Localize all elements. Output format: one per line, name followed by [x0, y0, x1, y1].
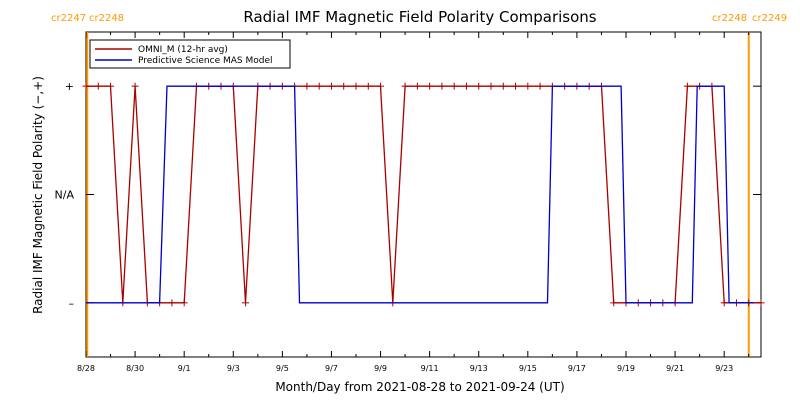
- x-tick-label-13: 9/23: [715, 364, 733, 373]
- series-0-point-26: [401, 82, 409, 90]
- series-0-point-19: [315, 82, 323, 90]
- series-0-point-1: [94, 82, 102, 90]
- carrington-label-right-2: cr2249: [752, 13, 787, 24]
- y-tick-label-1: N/A: [55, 189, 75, 202]
- series-0-point-20: [327, 82, 335, 90]
- series-0-point-24: [377, 82, 385, 90]
- x-tick-label-10: 9/17: [568, 364, 586, 373]
- legend-box: [89, 39, 291, 69]
- series-0-point-7: [168, 299, 176, 307]
- series-0-point-31: [462, 82, 470, 90]
- series-0-point-43: [610, 299, 618, 307]
- chart-title: Radial IMF Magnetic Field Polarity Compa…: [243, 8, 596, 26]
- x-tick-label-7: 9/11: [421, 364, 439, 373]
- x-tick-label-6: 9/9: [374, 364, 387, 373]
- series-line-1: [86, 85, 754, 304]
- series-0-point-4: [131, 82, 139, 90]
- series-0-point-8: [180, 299, 188, 307]
- series-0-point-21: [340, 82, 348, 90]
- plot-frame: [85, 31, 762, 358]
- series-0-point-37: [536, 82, 544, 90]
- x-axis-label: Month/Day from 2021-08-28 to 2021-09-24 …: [275, 380, 564, 394]
- series-0-point-33: [487, 82, 495, 90]
- series-0-point-23: [364, 82, 372, 90]
- series-0-point-35: [512, 82, 520, 90]
- series-0-point-18: [303, 82, 311, 90]
- x-tick-label-2: 9/1: [178, 364, 191, 373]
- x-tick-label-0: 8/28: [77, 364, 95, 373]
- series-0-point-36: [524, 82, 532, 90]
- x-tick-label-1: 8/30: [126, 364, 144, 373]
- x-tick-label-4: 9/5: [276, 364, 289, 373]
- series-0-point-30: [450, 82, 458, 90]
- x-tick-label-11: 9/19: [617, 364, 635, 373]
- series-0-point-2: [107, 82, 115, 90]
- series-0-point-29: [438, 82, 446, 90]
- series-line-0: [86, 85, 761, 304]
- carrington-label-right-1: cr2248: [712, 13, 747, 24]
- series-0-point-0: [82, 82, 90, 90]
- x-tick-label-3: 9/3: [227, 364, 240, 373]
- carrington-markers: [86, 32, 750, 357]
- series-0-point-49: [683, 82, 691, 90]
- x-tick-label-12: 9/21: [666, 364, 684, 373]
- series-0-point-52: [720, 299, 728, 307]
- series-0-point-13: [242, 299, 250, 307]
- series-0-point-34: [499, 82, 507, 90]
- x-tick-label-5: 9/7: [325, 364, 338, 373]
- legend: OMNI_M (12-hr avg) Predictive Science MA…: [89, 39, 291, 69]
- y-tick-label-0: +: [65, 80, 74, 93]
- series-0-point-32: [475, 82, 483, 90]
- y-axis-label: Radial IMF Magnetic Field Polarity (−,+): [31, 76, 45, 314]
- series-0-point-22: [352, 82, 360, 90]
- x-axis: 8/28 8/30 9/1 9/3 9/5 9/7 9/9 9/11 9/13 9/15 9/17 9…: [77, 32, 750, 373]
- series-0-point-55: [757, 299, 765, 307]
- series-0-point-27: [413, 82, 421, 90]
- legend-label-omni: OMNI_M (12-hr avg): [138, 45, 228, 55]
- series-0-point-28: [426, 82, 434, 90]
- x-tick-label-8: 9/13: [470, 364, 488, 373]
- carrington-label-left-1: cr2247: [51, 13, 86, 24]
- legend-label-mas: Predictive Science MAS Model: [138, 56, 273, 66]
- y-tick-label-2: –: [69, 297, 75, 310]
- x-tick-label-9: 9/15: [519, 364, 537, 373]
- series-layer: [82, 82, 765, 307]
- carrington-label-left-2: cr2248: [89, 13, 124, 24]
